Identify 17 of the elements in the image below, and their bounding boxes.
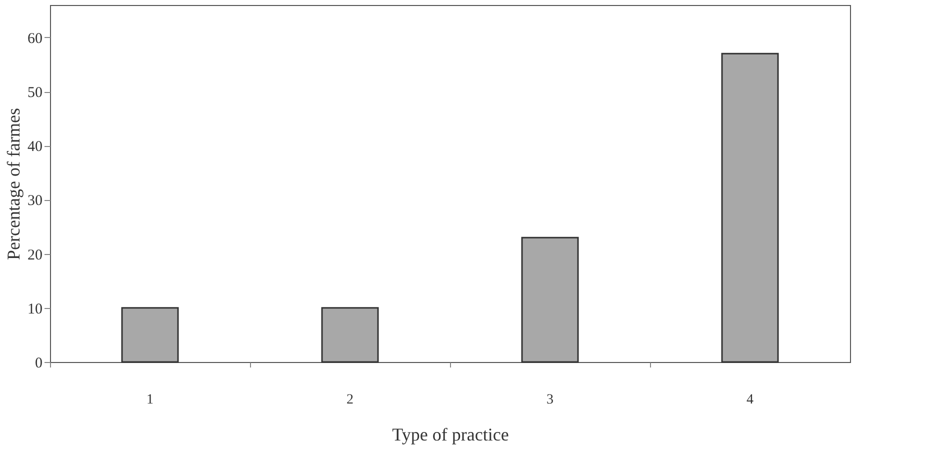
y-tick-label: 30 [28,193,42,210]
y-axis-title: Percentage of farmes [4,108,24,260]
y-tick-label: 20 [28,247,42,264]
y-tick-label: 0 [35,356,42,372]
y-tick-label: 10 [28,301,42,318]
x-tick-label: 3 [546,392,554,408]
x-tick-label: 1 [146,392,154,408]
bar [521,236,579,363]
bar [321,307,379,363]
y-tick-label: 50 [28,85,42,102]
y-tick-label: 40 [28,139,42,156]
x-tick-label: 4 [746,392,754,408]
x-tick-label: 2 [346,392,354,408]
x-axis-title: Type of practice [392,424,509,444]
bar [721,52,779,363]
y-tick-label: 60 [28,30,42,47]
bar [121,307,179,363]
